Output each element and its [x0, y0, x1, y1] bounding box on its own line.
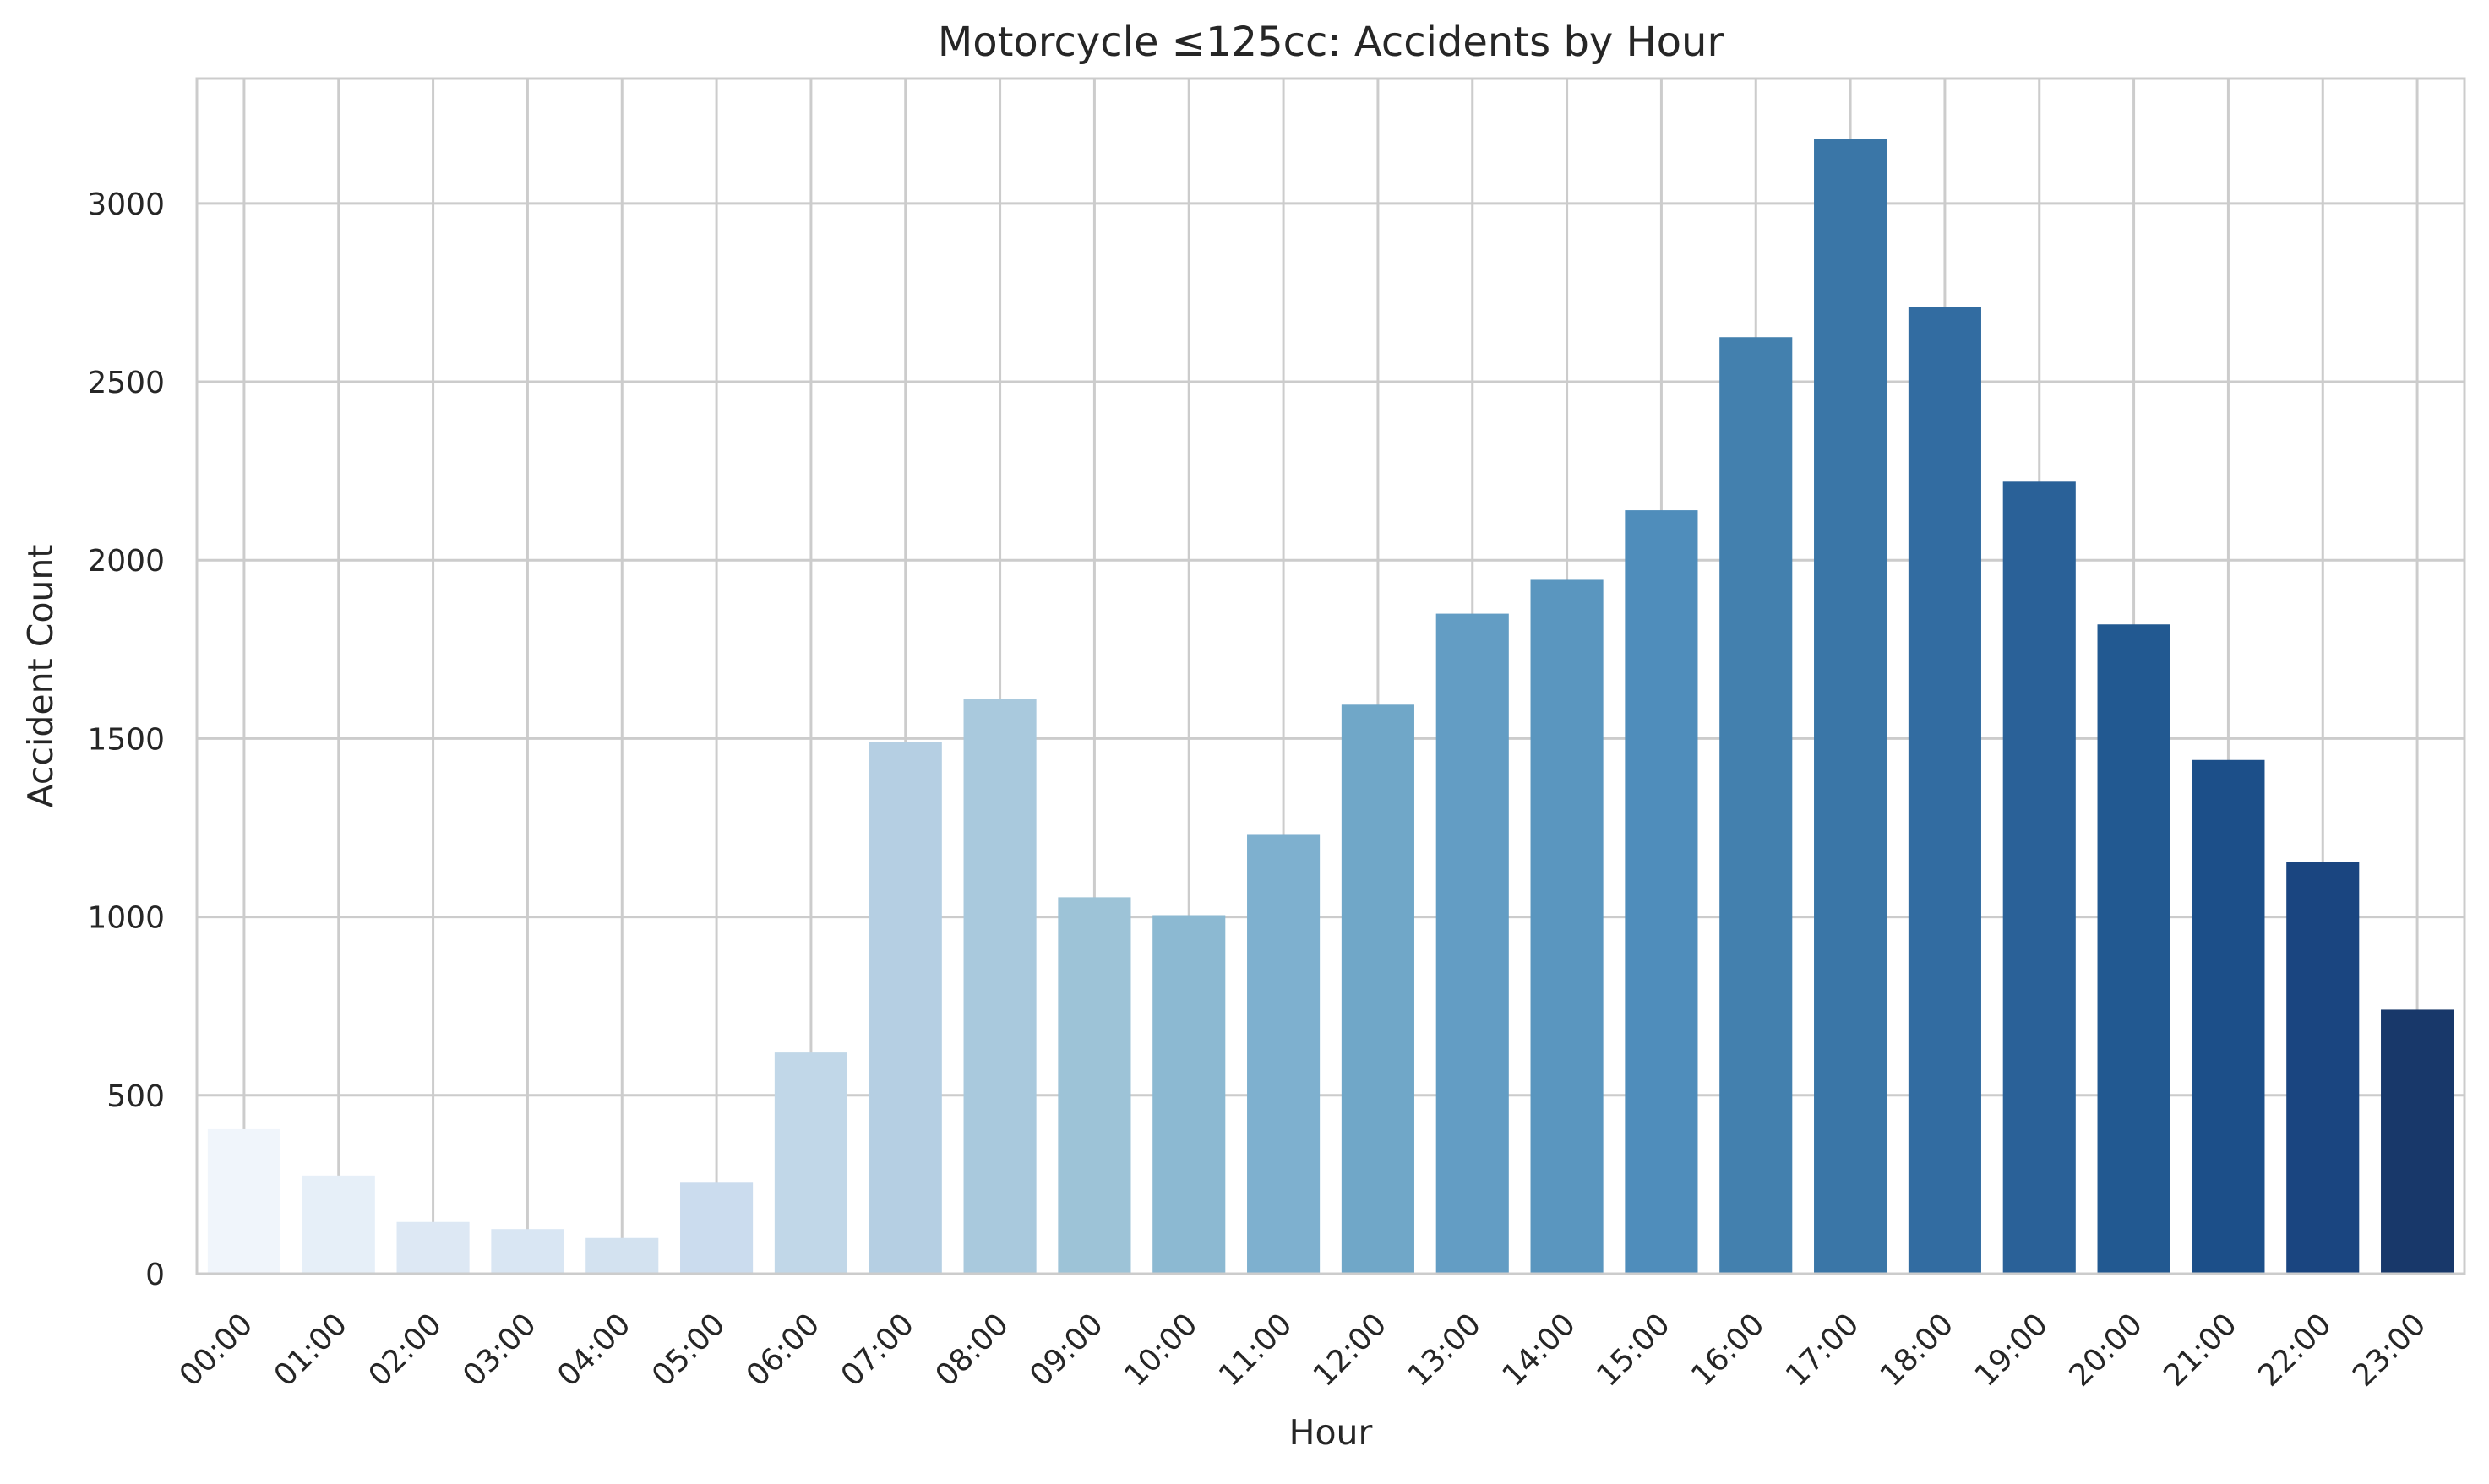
bar-1500	[1625, 510, 1698, 1274]
y-tick-label: 2000	[87, 544, 165, 579]
bar-0200	[396, 1221, 470, 1274]
bar-2100	[2192, 759, 2265, 1274]
bar-1700	[1814, 139, 1887, 1275]
y-tick-label: 500	[106, 1079, 165, 1114]
y-tick-label: 3000	[87, 188, 165, 222]
bar-0000	[207, 1128, 280, 1274]
bar-1600	[1719, 337, 1793, 1275]
bar-1200	[1341, 704, 1414, 1274]
bar-0900	[1058, 897, 1131, 1274]
y-tick-label: 0	[145, 1258, 165, 1292]
y-tick-label: 1500	[87, 722, 165, 757]
chart-title: Motorcycle ≤125cc: Accidents by Hour	[938, 19, 1724, 66]
y-axis-label: Accident Count	[20, 545, 61, 808]
y-tick-label: 2500	[87, 366, 165, 400]
bar-0400	[585, 1237, 659, 1274]
bar-1800	[1908, 307, 1981, 1274]
bar-1400	[1530, 579, 1604, 1274]
bar-2200	[2286, 862, 2360, 1274]
bar-0300	[491, 1229, 564, 1274]
plot-frame	[195, 77, 2466, 1275]
bar-1900	[2002, 481, 2076, 1274]
y-tick-labels: 0 500 1000 1500 2000 2500 3000	[87, 188, 165, 1292]
bar-0600	[774, 1052, 847, 1274]
bar-2300	[2381, 1009, 2454, 1274]
bar-0800	[963, 699, 1037, 1274]
bars	[207, 139, 2454, 1275]
bar-2000	[2097, 624, 2170, 1274]
y-tick-label: 1000	[87, 901, 165, 936]
bar-0100	[302, 1175, 375, 1274]
bar-1300	[1435, 613, 1509, 1274]
bar-1100	[1247, 834, 1321, 1274]
bar-1000	[1152, 915, 1226, 1274]
bar-0700	[869, 742, 942, 1274]
x-axis-label: Hour	[1289, 1412, 1373, 1453]
bar-0500	[680, 1182, 754, 1274]
